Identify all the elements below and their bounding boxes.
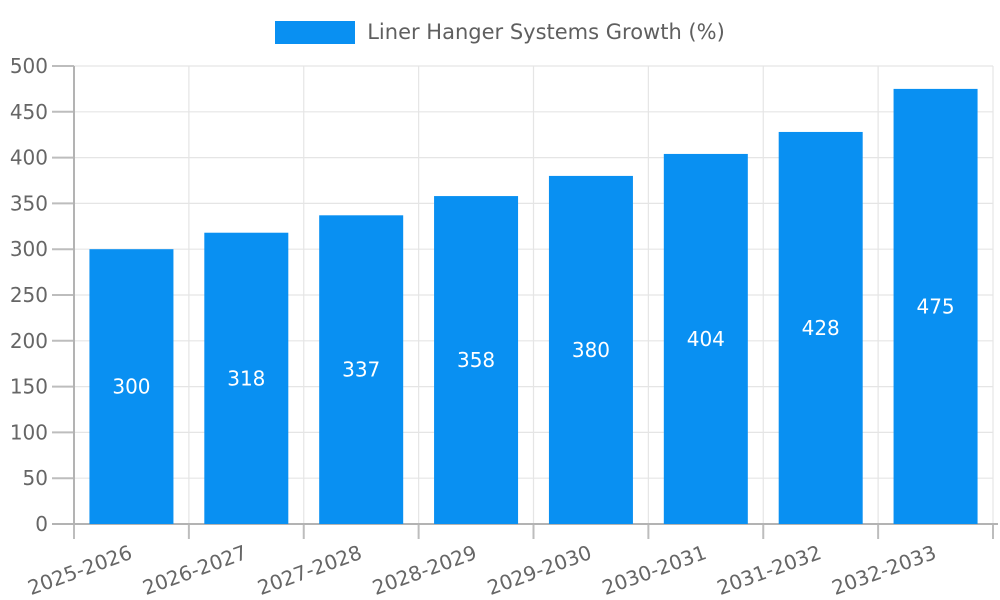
y-tick-label: 400 [10,146,48,170]
x-tick-label: 2030-2031 [599,540,710,600]
x-tick-label: 2025-2026 [24,540,135,600]
y-tick-label: 200 [10,329,48,353]
x-tick-label: 2031-2032 [714,540,825,600]
y-tick-label: 300 [10,237,48,261]
bar-value-label: 380 [572,338,610,362]
x-tick-label: 2026-2027 [139,540,250,600]
bar-value-label: 300 [112,375,150,399]
bar-2029-2030 [548,175,633,525]
legend-label: Liner Hanger Systems Growth (%) [367,20,725,44]
bar-value-label: 475 [916,294,954,318]
bar-value-label: 318 [227,366,265,390]
bar-2032-2033 [893,88,978,525]
y-tick-label: 250 [10,283,48,307]
y-tick-label: 50 [23,466,48,490]
y-tick-label: 350 [10,191,48,215]
x-tick-label: 2028-2029 [369,540,480,600]
x-tick-label: 2029-2030 [484,540,595,600]
bar-value-label: 337 [342,358,380,382]
bar-2030-2031 [663,153,748,524]
legend-color-swatch [275,20,356,44]
x-tick-label: 2027-2028 [254,540,365,600]
bar-2031-2032 [778,131,863,524]
bar-2026-2027 [204,232,289,524]
bar-2027-2028 [319,215,404,525]
y-tick-label: 150 [10,375,48,399]
bar-value-label: 428 [802,316,840,340]
y-tick-label: 450 [10,100,48,124]
bar-2025-2026 [89,249,174,524]
y-tick-label: 500 [10,54,48,78]
bar-value-label: 358 [457,348,495,372]
chart-legend[interactable]: Liner Hanger Systems Growth (%) [0,20,1000,44]
y-tick-label: 0 [35,512,48,536]
bar-2028-2029 [434,196,519,524]
bar-value-label: 404 [687,327,725,351]
y-tick-label: 100 [10,420,48,444]
x-tick-label: 2032-2033 [829,540,940,600]
